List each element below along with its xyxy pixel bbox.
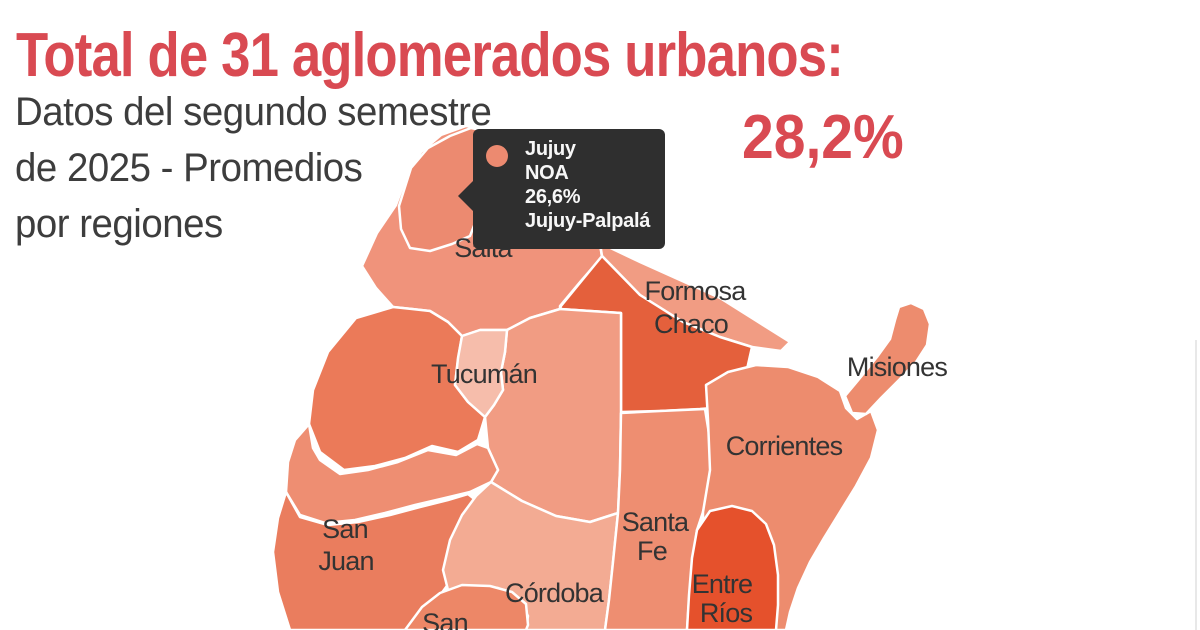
label-entre-rios-line1: Entre [692, 569, 753, 599]
tooltip-arrow [458, 180, 474, 212]
tooltip-province-name: Jujuy [525, 138, 576, 160]
label-entre-rios-line2: Ríos [700, 598, 753, 628]
page-title: Total de 31 aglomerados urbanos: [16, 21, 844, 90]
tooltip-agglomeration: Jujuy-Palpalá [525, 210, 651, 232]
province-san-luis[interactable] [403, 583, 530, 630]
tooltip-value: 26,6% [525, 186, 581, 208]
subtitle-line-1: Datos del segundo semestre [15, 90, 492, 134]
tooltip-region-name: NOA [525, 162, 569, 184]
label-san-luis: San [422, 608, 468, 630]
label-santa-fe-line2: Fe [637, 536, 667, 566]
province-misiones[interactable] [843, 301, 932, 416]
total-percentage-value: 28,2% [742, 103, 904, 172]
province-entre-rios[interactable] [685, 504, 780, 630]
subtitle-line-2: de 2025 - Promedios [15, 146, 363, 190]
label-misiones: Misiones [847, 352, 947, 382]
label-formosa: Formosa [645, 276, 748, 306]
label-corrientes: Corrientes [726, 431, 843, 461]
subtitle: Datos del segundo semestre de 2025 - Pro… [15, 84, 492, 252]
tooltip-province-marker-icon [486, 145, 508, 167]
label-chaco: Chaco [654, 309, 728, 339]
province-catamarca[interactable] [307, 305, 487, 472]
subtitle-line-3: por regiones [15, 202, 223, 246]
province-shapes [271, 124, 932, 630]
label-cordoba: Córdoba [505, 578, 605, 608]
label-san-juan-line1: San [322, 514, 368, 544]
label-santa-fe-line1: Santa [622, 507, 690, 537]
map-tooltip: Jujuy NOA 26,6% Jujuy-Palpalá [458, 129, 665, 249]
label-san-juan-line2: Juan [318, 546, 373, 576]
label-tucuman: Tucumán [431, 359, 537, 389]
province-tucuman[interactable] [453, 328, 509, 419]
adjacent-card-divider [1195, 340, 1197, 630]
